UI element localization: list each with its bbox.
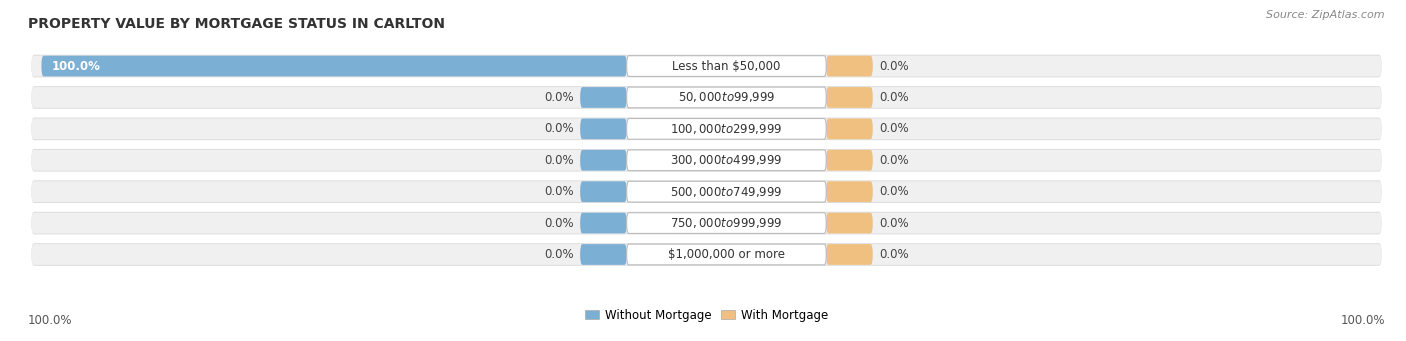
Text: 0.0%: 0.0% (879, 154, 910, 167)
FancyBboxPatch shape (31, 55, 1382, 77)
FancyBboxPatch shape (827, 119, 873, 139)
FancyBboxPatch shape (31, 213, 1382, 234)
FancyBboxPatch shape (827, 87, 873, 108)
Legend: Without Mortgage, With Mortgage: Without Mortgage, With Mortgage (581, 304, 832, 326)
Text: PROPERTY VALUE BY MORTGAGE STATUS IN CARLTON: PROPERTY VALUE BY MORTGAGE STATUS IN CAR… (28, 17, 446, 31)
FancyBboxPatch shape (31, 212, 1382, 234)
Text: 0.0%: 0.0% (879, 91, 910, 104)
FancyBboxPatch shape (31, 180, 1382, 203)
FancyBboxPatch shape (581, 213, 627, 234)
FancyBboxPatch shape (627, 244, 827, 265)
FancyBboxPatch shape (627, 119, 827, 139)
FancyBboxPatch shape (827, 213, 873, 234)
Text: 0.0%: 0.0% (879, 217, 910, 229)
Text: $750,000 to $999,999: $750,000 to $999,999 (671, 216, 783, 230)
FancyBboxPatch shape (31, 150, 1382, 170)
Text: $500,000 to $749,999: $500,000 to $749,999 (671, 185, 783, 199)
FancyBboxPatch shape (581, 244, 627, 265)
FancyBboxPatch shape (31, 119, 1382, 139)
FancyBboxPatch shape (581, 87, 627, 108)
Text: Source: ZipAtlas.com: Source: ZipAtlas.com (1267, 10, 1385, 20)
Text: 0.0%: 0.0% (544, 217, 574, 229)
Text: 100.0%: 100.0% (28, 314, 73, 327)
Text: 0.0%: 0.0% (544, 248, 574, 261)
FancyBboxPatch shape (827, 244, 873, 265)
Text: $50,000 to $99,999: $50,000 to $99,999 (678, 90, 775, 104)
FancyBboxPatch shape (31, 86, 1382, 109)
Text: 0.0%: 0.0% (544, 185, 574, 198)
FancyBboxPatch shape (627, 56, 827, 76)
Text: 0.0%: 0.0% (544, 154, 574, 167)
Text: $1,000,000 or more: $1,000,000 or more (668, 248, 785, 261)
Text: $300,000 to $499,999: $300,000 to $499,999 (671, 153, 783, 167)
Text: 0.0%: 0.0% (544, 122, 574, 135)
FancyBboxPatch shape (31, 118, 1382, 140)
FancyBboxPatch shape (31, 149, 1382, 172)
FancyBboxPatch shape (31, 244, 1382, 265)
Text: $100,000 to $299,999: $100,000 to $299,999 (671, 122, 783, 136)
Text: 0.0%: 0.0% (879, 60, 910, 73)
FancyBboxPatch shape (627, 87, 827, 108)
FancyBboxPatch shape (581, 181, 627, 202)
FancyBboxPatch shape (31, 243, 1382, 266)
FancyBboxPatch shape (31, 87, 1382, 108)
FancyBboxPatch shape (627, 213, 827, 234)
Text: 0.0%: 0.0% (879, 248, 910, 261)
FancyBboxPatch shape (581, 150, 627, 170)
Text: 0.0%: 0.0% (879, 185, 910, 198)
FancyBboxPatch shape (581, 119, 627, 139)
FancyBboxPatch shape (31, 56, 1382, 76)
Text: 100.0%: 100.0% (52, 60, 100, 73)
FancyBboxPatch shape (627, 150, 827, 170)
FancyBboxPatch shape (627, 181, 827, 202)
FancyBboxPatch shape (41, 56, 627, 76)
Text: Less than $50,000: Less than $50,000 (672, 60, 780, 73)
FancyBboxPatch shape (827, 181, 873, 202)
FancyBboxPatch shape (31, 181, 1382, 202)
FancyBboxPatch shape (827, 56, 873, 76)
FancyBboxPatch shape (827, 150, 873, 170)
Text: 100.0%: 100.0% (1340, 314, 1385, 327)
Text: 0.0%: 0.0% (879, 122, 910, 135)
Text: 0.0%: 0.0% (544, 91, 574, 104)
